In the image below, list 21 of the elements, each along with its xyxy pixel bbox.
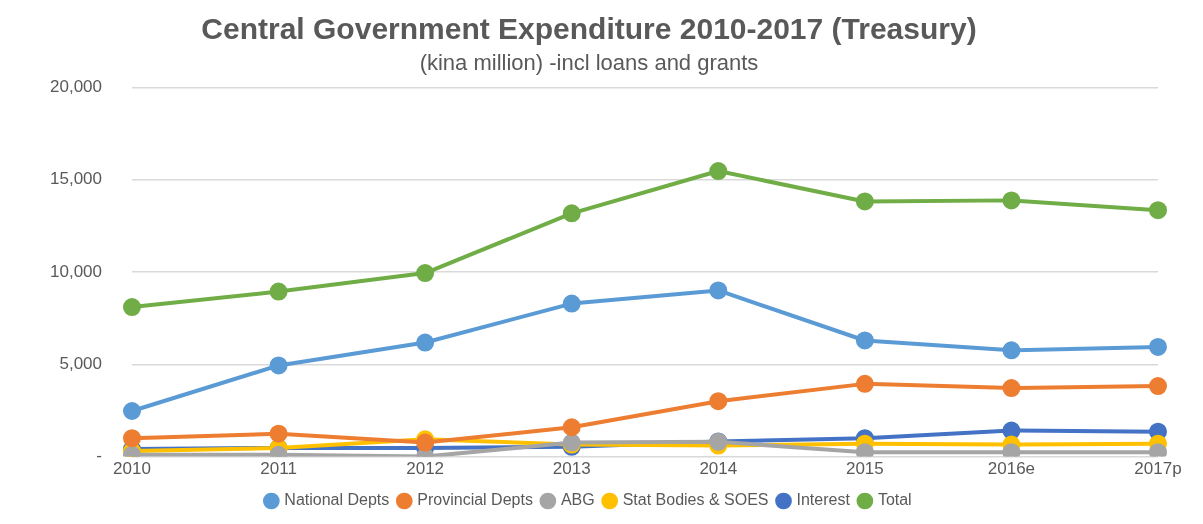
x-tick-label: 2012 <box>406 459 445 479</box>
legend-label: Provincial Depts <box>417 491 533 509</box>
y-tick-label: 15,000 <box>50 169 102 189</box>
x-tick-label: 2016e <box>987 459 1036 479</box>
legend-label: Total <box>877 491 912 509</box>
chart-title: Central Government Expenditure 2010-2017 (Treasury) <box>201 12 977 46</box>
x-tick-label: 2011 <box>260 459 297 479</box>
x-tick-label: 2010 <box>113 459 151 479</box>
x-tick-label: 2015 <box>845 459 884 479</box>
y-tick-label: 20,000 <box>50 77 102 97</box>
legend-label: Interest <box>796 491 851 509</box>
legend-label: Stat Bodies & SOES <box>622 491 769 509</box>
chart-subtitle: (kina million) -incl loans and grants <box>419 50 759 76</box>
y-tick-label: 5,000 <box>59 353 102 373</box>
y-tick-label: - <box>96 446 102 466</box>
x-tick-label: 2017p <box>1134 459 1182 479</box>
x-tick-label: 2013 <box>552 459 591 479</box>
legend-label: ABG <box>560 491 595 509</box>
legend-label: National Depts <box>284 491 390 509</box>
y-tick-label: 10,000 <box>50 261 102 281</box>
x-tick-label: 2014 <box>699 459 738 479</box>
